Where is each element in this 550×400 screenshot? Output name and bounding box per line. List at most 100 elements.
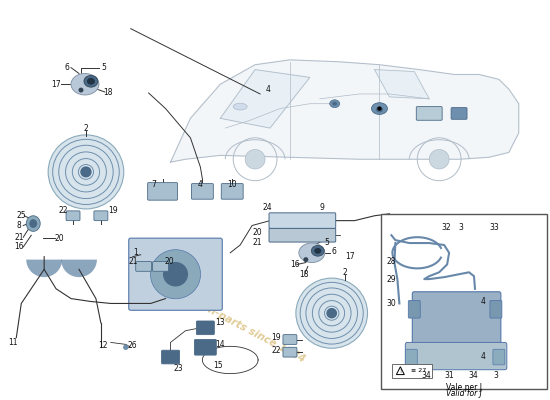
FancyBboxPatch shape: [191, 184, 213, 199]
Text: 21: 21: [252, 238, 262, 246]
FancyBboxPatch shape: [408, 300, 420, 318]
Text: 4: 4: [481, 352, 486, 360]
Text: 1: 1: [133, 248, 138, 257]
Circle shape: [304, 257, 309, 262]
Text: 2: 2: [342, 268, 347, 277]
Text: 30: 30: [387, 299, 397, 308]
Circle shape: [48, 135, 124, 209]
Text: 34: 34: [421, 371, 431, 380]
Text: 5: 5: [101, 63, 106, 72]
Circle shape: [296, 278, 367, 348]
FancyBboxPatch shape: [382, 214, 547, 389]
Text: 8: 8: [17, 221, 21, 230]
Text: 6: 6: [331, 247, 336, 256]
Text: 29: 29: [387, 274, 396, 284]
Text: 22: 22: [58, 206, 68, 215]
Text: 9: 9: [320, 204, 324, 212]
FancyBboxPatch shape: [66, 211, 80, 221]
Text: 28: 28: [387, 257, 396, 266]
Polygon shape: [170, 60, 519, 162]
Text: 20: 20: [54, 234, 64, 243]
Text: 15: 15: [213, 361, 223, 370]
Text: ≡ 27: ≡ 27: [411, 368, 426, 373]
Polygon shape: [221, 70, 310, 128]
Ellipse shape: [329, 100, 340, 108]
Ellipse shape: [71, 74, 99, 95]
FancyBboxPatch shape: [457, 224, 481, 237]
Text: 24: 24: [262, 204, 272, 212]
FancyBboxPatch shape: [136, 262, 152, 271]
Circle shape: [429, 150, 449, 169]
Text: 10: 10: [227, 180, 237, 189]
Ellipse shape: [29, 219, 37, 228]
Circle shape: [124, 345, 128, 349]
Text: 32: 32: [441, 223, 451, 232]
Polygon shape: [397, 367, 404, 374]
Circle shape: [163, 262, 188, 286]
Text: 4: 4: [266, 84, 271, 94]
Wedge shape: [61, 260, 97, 277]
Polygon shape: [375, 70, 429, 99]
Text: 16: 16: [290, 260, 300, 269]
Text: 11: 11: [9, 338, 18, 347]
Text: 20: 20: [164, 257, 174, 266]
Circle shape: [151, 250, 201, 299]
Text: 4: 4: [481, 297, 486, 306]
Text: 26: 26: [128, 341, 138, 350]
Text: ©passion-parts since 1984: ©passion-parts since 1984: [164, 282, 306, 364]
Text: 12: 12: [98, 341, 108, 350]
FancyBboxPatch shape: [405, 349, 417, 365]
Text: 33: 33: [489, 223, 499, 232]
Ellipse shape: [299, 243, 324, 262]
FancyBboxPatch shape: [269, 228, 336, 242]
Text: 13: 13: [216, 318, 225, 328]
Text: 16: 16: [14, 242, 24, 252]
FancyBboxPatch shape: [283, 335, 297, 344]
Text: 23: 23: [174, 364, 183, 373]
Text: 19: 19: [271, 333, 281, 342]
FancyBboxPatch shape: [162, 350, 179, 364]
FancyBboxPatch shape: [416, 107, 442, 120]
Text: 3: 3: [493, 371, 498, 380]
Ellipse shape: [376, 107, 383, 112]
Text: 22: 22: [271, 346, 280, 355]
FancyBboxPatch shape: [436, 220, 452, 231]
Text: 17: 17: [345, 252, 354, 261]
Ellipse shape: [87, 78, 95, 85]
FancyBboxPatch shape: [152, 262, 168, 271]
FancyBboxPatch shape: [196, 321, 214, 335]
Text: 6: 6: [64, 63, 69, 72]
FancyBboxPatch shape: [493, 349, 505, 365]
FancyBboxPatch shape: [147, 183, 178, 200]
Ellipse shape: [314, 248, 321, 254]
Text: 3: 3: [459, 223, 464, 232]
Ellipse shape: [84, 76, 98, 87]
Wedge shape: [26, 260, 62, 277]
FancyBboxPatch shape: [412, 292, 501, 344]
FancyBboxPatch shape: [405, 342, 507, 370]
Text: 2: 2: [84, 124, 89, 132]
Text: 18: 18: [299, 270, 309, 279]
FancyBboxPatch shape: [129, 238, 222, 310]
Text: 17: 17: [51, 80, 61, 89]
Ellipse shape: [371, 103, 387, 114]
Text: 5: 5: [324, 238, 329, 246]
Text: 19: 19: [108, 206, 118, 215]
FancyBboxPatch shape: [269, 213, 336, 228]
Text: 21: 21: [14, 233, 24, 242]
FancyBboxPatch shape: [392, 364, 432, 378]
Ellipse shape: [233, 103, 247, 110]
Text: Vale per J: Vale per J: [446, 383, 482, 392]
Text: 25: 25: [16, 211, 26, 220]
Circle shape: [245, 150, 265, 169]
Text: 20: 20: [252, 228, 262, 237]
Circle shape: [326, 308, 337, 318]
Text: 7: 7: [151, 180, 156, 189]
FancyBboxPatch shape: [283, 347, 297, 357]
Text: 31: 31: [444, 371, 454, 380]
Text: !: !: [399, 369, 402, 374]
Text: 18: 18: [103, 88, 113, 98]
FancyBboxPatch shape: [490, 300, 502, 318]
Text: 21: 21: [129, 257, 139, 266]
Circle shape: [80, 166, 92, 178]
